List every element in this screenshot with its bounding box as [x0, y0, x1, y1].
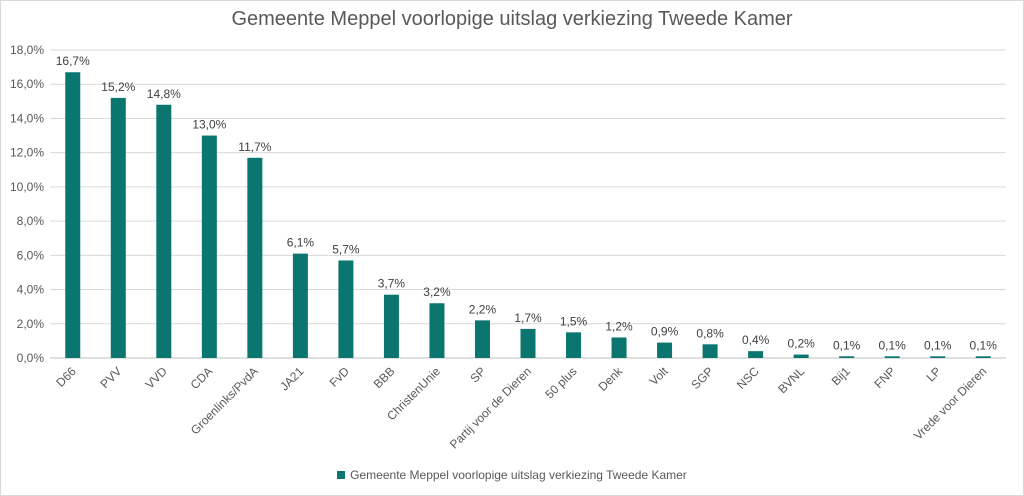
y-tick-label: 14,0%	[10, 111, 44, 125]
y-tick-label: 16,0%	[10, 77, 44, 91]
data-label: 0,4%	[742, 333, 770, 347]
legend-label: Gemeente Meppel voorlopige uitslag verki…	[350, 468, 687, 482]
bar	[65, 72, 81, 358]
x-tick-label: BBB	[371, 364, 398, 391]
x-tick-label: VVD	[143, 364, 171, 392]
data-label: 1,5%	[560, 314, 588, 328]
bar	[201, 135, 217, 358]
y-tick-label: 10,0%	[10, 180, 44, 194]
data-label: 13,0%	[192, 118, 226, 132]
bar	[338, 260, 354, 358]
data-labels: 16,7% 15,2% 14,8% 13,0% 11,7% 6,1% 5,7% 3,7% 3,2…	[56, 54, 997, 352]
data-label: 5,7%	[332, 242, 360, 256]
x-tick-label: PVV	[98, 364, 125, 391]
bar	[611, 337, 627, 358]
data-label: 0,1%	[924, 338, 952, 352]
x-tick-label: FNP	[871, 364, 898, 391]
bar	[975, 356, 991, 358]
x-tick-label: D66	[53, 364, 79, 390]
data-label: 16,7%	[56, 54, 90, 68]
data-label: 0,1%	[970, 338, 998, 352]
y-tick-label: 6,0%	[17, 248, 45, 262]
x-tick-label: Partij voor de Dieren	[447, 364, 534, 451]
bars	[65, 72, 991, 359]
data-label: 0,1%	[833, 338, 861, 352]
data-label: 2,2%	[469, 302, 497, 316]
x-tick-label: Vrede voor Dieren	[911, 364, 989, 442]
x-tick-label: Bij1	[829, 364, 853, 388]
data-label: 1,7%	[514, 311, 542, 325]
data-label: 3,2%	[423, 285, 451, 299]
legend: Gemeente Meppel voorlopige uitslag verki…	[0, 468, 1024, 482]
x-tick-label: JA21	[277, 364, 306, 393]
x-tick-label: CDA	[188, 364, 216, 392]
bar	[566, 332, 582, 358]
x-tick-label: BVNL	[775, 364, 807, 396]
bar	[383, 294, 399, 358]
x-tick-label: Denk	[595, 364, 625, 394]
data-label: 6,1%	[287, 236, 315, 250]
data-label: 11,7%	[238, 140, 271, 154]
bar	[657, 342, 673, 358]
data-label: 0,1%	[879, 338, 907, 352]
x-tick-label: 50 plus	[542, 364, 579, 401]
x-tick-label: FvD	[327, 364, 353, 390]
data-label: 15,2%	[101, 80, 135, 94]
bar	[884, 356, 900, 358]
data-label: 1,2%	[605, 319, 633, 333]
bar	[793, 354, 809, 358]
bar	[292, 253, 308, 358]
bar	[702, 344, 718, 358]
bar	[429, 303, 445, 358]
data-label: 0,2%	[787, 337, 815, 351]
bar	[520, 328, 536, 358]
y-tick-label: 0,0%	[17, 351, 45, 365]
bar	[839, 356, 855, 358]
chart-title: Gemeente Meppel voorlopige uitslag verki…	[231, 8, 793, 30]
x-tick-label: Volt	[647, 364, 672, 389]
x-tick-label: SP	[467, 364, 488, 385]
data-label: 3,7%	[378, 277, 406, 291]
bar	[247, 157, 263, 358]
y-tick-label: 2,0%	[17, 317, 45, 331]
legend-swatch	[337, 470, 346, 479]
bar	[156, 104, 172, 358]
data-label: 0,8%	[696, 326, 724, 340]
bar	[930, 356, 946, 358]
y-tick-label: 12,0%	[10, 146, 44, 160]
y-axis: 0,0% 2,0% 4,0% 6,0% 8,0% 10,0% 12,0% 14,0% 16,0%…	[10, 43, 44, 365]
bar	[748, 351, 764, 358]
y-tick-label: 18,0%	[10, 43, 44, 57]
data-label: 0,9%	[651, 325, 679, 339]
x-tick-label: LP	[924, 364, 944, 384]
y-tick-label: 4,0%	[17, 283, 45, 297]
x-tick-label: SGP	[688, 364, 716, 392]
bar	[474, 320, 490, 358]
y-tick-label: 8,0%	[17, 214, 45, 228]
data-label: 14,8%	[147, 87, 181, 101]
x-tick-label: NSC	[734, 364, 762, 392]
bar	[110, 97, 126, 359]
